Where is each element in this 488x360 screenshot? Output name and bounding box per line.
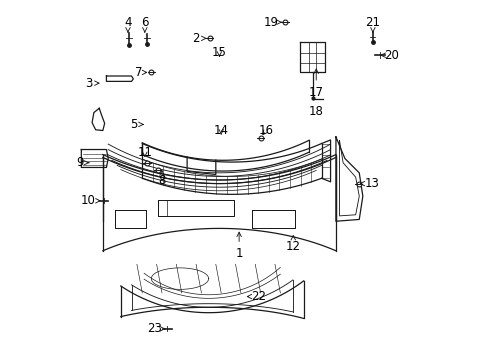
- Text: 19: 19: [264, 16, 281, 29]
- Text: 12: 12: [285, 235, 300, 253]
- Text: 15: 15: [211, 46, 226, 59]
- Text: 13: 13: [360, 177, 379, 190]
- Text: 5: 5: [129, 118, 143, 131]
- Text: 14: 14: [213, 124, 228, 137]
- Text: 8: 8: [158, 171, 165, 187]
- Text: 22: 22: [247, 290, 266, 303]
- Text: 3: 3: [84, 77, 99, 90]
- Text: 2: 2: [192, 32, 205, 45]
- Text: 23: 23: [146, 322, 164, 335]
- Text: 20: 20: [380, 49, 398, 62]
- Text: 1: 1: [235, 232, 243, 260]
- Text: 7: 7: [135, 66, 146, 79]
- Text: 4: 4: [124, 16, 131, 32]
- Text: 18: 18: [308, 105, 323, 118]
- Text: 16: 16: [258, 124, 273, 137]
- Text: 11: 11: [137, 146, 152, 159]
- Text: 9: 9: [76, 156, 89, 169]
- Text: 21: 21: [365, 16, 380, 32]
- Text: 6: 6: [141, 16, 148, 32]
- Text: 17: 17: [308, 69, 323, 99]
- Text: 10: 10: [81, 194, 100, 207]
